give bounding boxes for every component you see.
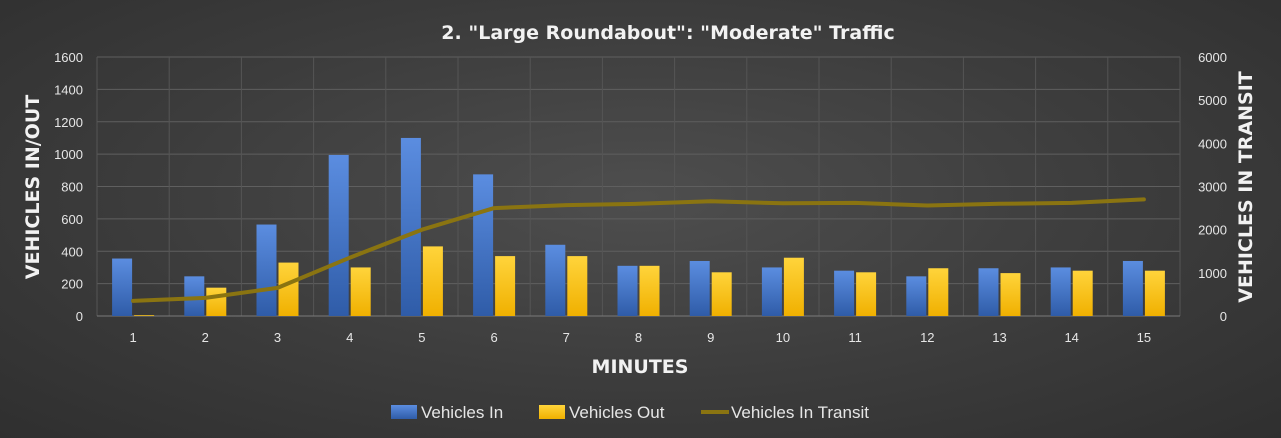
bar-vehicles-in xyxy=(834,270,855,316)
line-layer xyxy=(131,197,1146,303)
y-tick-label: 1200 xyxy=(54,115,83,130)
x-tick-label: 12 xyxy=(920,330,934,345)
bar-vehicles-in xyxy=(400,137,421,316)
bar-vehicles-out xyxy=(1000,273,1021,316)
y-tick-label: 800 xyxy=(61,180,83,195)
bar-vehicles-out xyxy=(350,267,371,316)
x-tick-label: 2 xyxy=(202,330,209,345)
x-tick-label: 15 xyxy=(1137,330,1151,345)
y2-tick-label: 5000 xyxy=(1198,93,1227,108)
legend-label: Vehicles In Transit xyxy=(731,403,869,422)
grid-lines xyxy=(96,56,1181,317)
bar-vehicles-out xyxy=(856,272,877,316)
bar-vehicles-in xyxy=(184,276,205,316)
legend-swatch xyxy=(391,405,417,419)
bar-vehicles-out xyxy=(1072,270,1093,316)
bar-vehicles-in xyxy=(328,154,349,316)
y2-tick-label: 6000 xyxy=(1198,50,1227,65)
y-axis-title: VEHICLES IN/OUT xyxy=(22,95,44,279)
y-tick-label: 0 xyxy=(76,309,83,324)
y-tick-label: 1600 xyxy=(54,50,83,65)
chart-title: 2. "Large Roundabout": "Moderate" Traffi… xyxy=(441,22,894,44)
y-tick-label: 200 xyxy=(61,277,83,292)
bar-vehicles-in xyxy=(617,265,638,316)
bar-vehicles-in xyxy=(906,276,927,316)
line-vehicles-in-transit xyxy=(131,197,1146,303)
x-tick-label: 9 xyxy=(707,330,714,345)
bar-vehicles-in xyxy=(689,260,710,316)
bar-vehicles-out xyxy=(134,315,155,316)
x-tick-label: 4 xyxy=(346,330,353,345)
bar-layer xyxy=(112,137,1165,316)
x-tick-label: 3 xyxy=(274,330,281,345)
bar-vehicles-in xyxy=(112,258,133,316)
bar-vehicles-out xyxy=(567,256,588,316)
y2-tick-label: 1000 xyxy=(1198,266,1227,281)
right-axis-ticks: 0 1000 2000 3000 4000 5000 6000 xyxy=(1198,50,1227,324)
legend-swatch xyxy=(539,405,565,419)
x-axis-title: MINUTES xyxy=(592,356,689,378)
y-tick-label: 1400 xyxy=(54,82,83,97)
y-tick-label: 600 xyxy=(61,212,83,227)
bar-vehicles-in xyxy=(1050,267,1071,316)
x-tick-label: 8 xyxy=(635,330,642,345)
x-tick-label: 1 xyxy=(129,330,136,345)
y2-tick-label: 4000 xyxy=(1198,136,1227,151)
x-axis-ticks: 1 2 3 4 5 6 7 8 9 10 11 12 13 14 15 xyxy=(129,330,1151,345)
y2-tick-label: 0 xyxy=(1220,309,1227,324)
bar-vehicles-in xyxy=(1122,260,1143,316)
x-tick-label: 5 xyxy=(418,330,425,345)
x-tick-label: 11 xyxy=(848,330,862,345)
legend: Vehicles In Vehicles Out Vehicles In Trans… xyxy=(391,403,869,422)
bar-vehicles-in xyxy=(256,224,277,316)
x-tick-label: 14 xyxy=(1064,330,1078,345)
bar-vehicles-out xyxy=(711,272,732,316)
bar-vehicles-out xyxy=(928,268,949,316)
bar-vehicles-out xyxy=(1144,270,1165,316)
x-tick-label: 10 xyxy=(776,330,790,345)
y2-tick-label: 3000 xyxy=(1198,180,1227,195)
bar-vehicles-in xyxy=(978,268,999,316)
bar-vehicles-out xyxy=(495,256,516,316)
x-tick-label: 7 xyxy=(563,330,570,345)
bar-vehicles-out xyxy=(278,262,299,316)
y2-axis-title: VEHICLES IN TRANSIT xyxy=(1235,71,1257,303)
bar-vehicles-in xyxy=(473,174,494,316)
y-tick-label: 1000 xyxy=(54,147,83,162)
bar-vehicles-out xyxy=(206,287,227,316)
bar-vehicles-out xyxy=(422,246,443,316)
x-tick-label: 13 xyxy=(992,330,1006,345)
legend-label: Vehicles Out xyxy=(569,403,665,422)
y-tick-label: 400 xyxy=(61,244,83,259)
x-tick-label: 6 xyxy=(490,330,497,345)
bar-vehicles-in xyxy=(545,244,566,316)
bar-vehicles-in xyxy=(761,267,782,316)
left-axis-ticks: 0 200 400 600 800 1000 1200 1400 1600 xyxy=(54,50,83,324)
bar-vehicles-out xyxy=(639,265,660,316)
y2-tick-label: 2000 xyxy=(1198,223,1227,238)
bar-vehicles-out xyxy=(783,257,804,316)
legend-label: Vehicles In xyxy=(421,403,503,422)
